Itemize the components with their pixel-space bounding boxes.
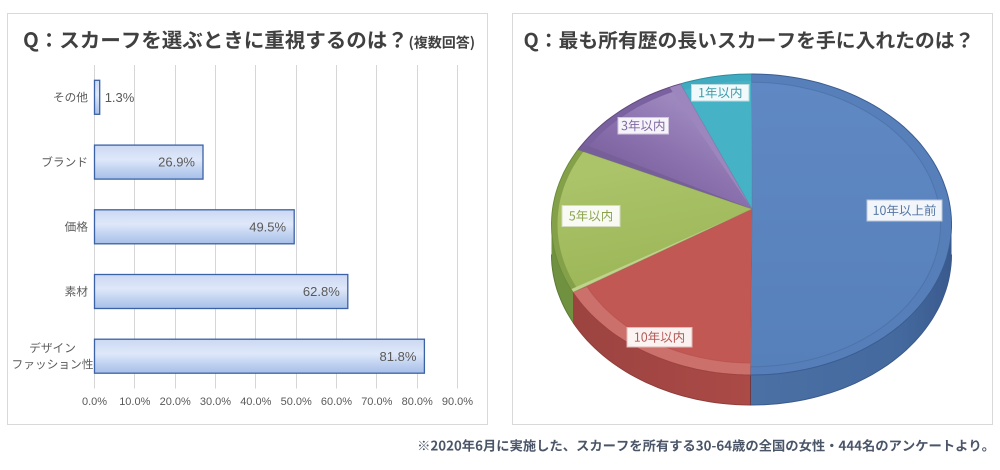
- svg-text:50.0%: 50.0%: [281, 396, 312, 408]
- svg-text:80.0%: 80.0%: [402, 396, 433, 408]
- svg-text:10.0%: 10.0%: [119, 396, 150, 408]
- svg-text:0.0%: 0.0%: [82, 396, 107, 408]
- svg-text:49.5%: 49.5%: [249, 219, 286, 234]
- svg-text:26.9%: 26.9%: [158, 155, 195, 170]
- svg-text:62.8%: 62.8%: [303, 284, 340, 299]
- svg-text:1.3%: 1.3%: [105, 90, 135, 105]
- svg-text:60.0%: 60.0%: [321, 396, 352, 408]
- svg-text:30.0%: 30.0%: [200, 396, 231, 408]
- svg-text:90.0%: 90.0%: [442, 396, 473, 408]
- svg-text:20.0%: 20.0%: [160, 396, 191, 408]
- svg-text:81.8%: 81.8%: [380, 349, 417, 364]
- svg-text:40.0%: 40.0%: [240, 396, 271, 408]
- svg-text:70.0%: 70.0%: [361, 396, 392, 408]
